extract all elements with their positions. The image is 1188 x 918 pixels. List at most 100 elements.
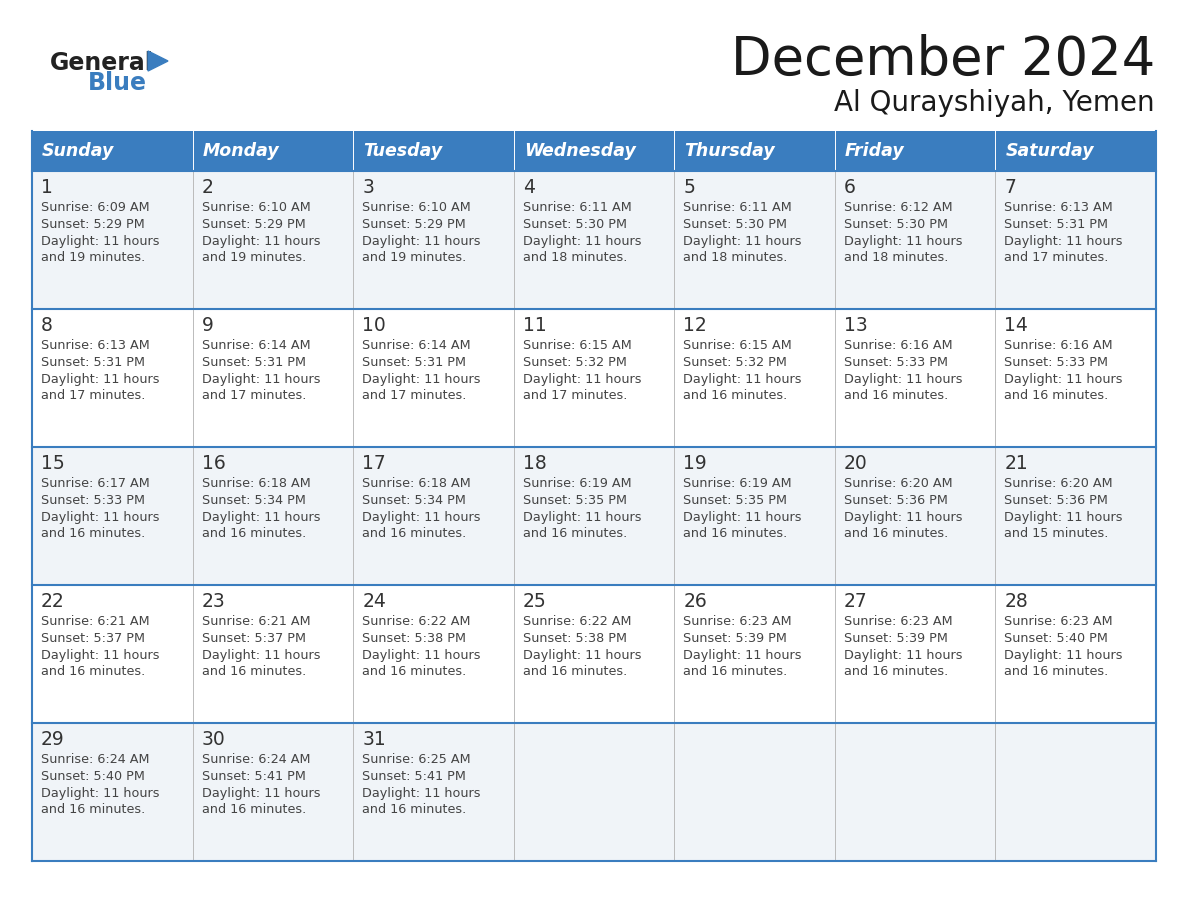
Text: Sunrise: 6:18 AM: Sunrise: 6:18 AM: [202, 477, 310, 490]
Text: Monday: Monday: [203, 142, 279, 160]
Text: Sunrise: 6:20 AM: Sunrise: 6:20 AM: [843, 477, 953, 490]
Text: Daylight: 11 hours: Daylight: 11 hours: [683, 235, 802, 248]
Text: Wednesday: Wednesday: [524, 142, 636, 160]
Text: Sunrise: 6:20 AM: Sunrise: 6:20 AM: [1004, 477, 1113, 490]
Text: Sunset: 5:39 PM: Sunset: 5:39 PM: [843, 632, 948, 645]
Text: 3: 3: [362, 178, 374, 197]
Text: Daylight: 11 hours: Daylight: 11 hours: [42, 373, 159, 386]
Text: Sunrise: 6:22 AM: Sunrise: 6:22 AM: [362, 615, 470, 628]
Text: Daylight: 11 hours: Daylight: 11 hours: [362, 373, 481, 386]
Text: and 16 minutes.: and 16 minutes.: [683, 389, 788, 402]
Text: Al Qurayshiyah, Yemen: Al Qurayshiyah, Yemen: [834, 89, 1155, 117]
Text: and 18 minutes.: and 18 minutes.: [523, 251, 627, 264]
Text: and 16 minutes.: and 16 minutes.: [202, 527, 305, 540]
Text: Daylight: 11 hours: Daylight: 11 hours: [843, 373, 962, 386]
Text: Sunrise: 6:21 AM: Sunrise: 6:21 AM: [42, 615, 150, 628]
Text: and 19 minutes.: and 19 minutes.: [202, 251, 305, 264]
Text: 4: 4: [523, 178, 535, 197]
Text: 7: 7: [1004, 178, 1016, 197]
Text: 2: 2: [202, 178, 214, 197]
Text: and 16 minutes.: and 16 minutes.: [362, 803, 467, 816]
Text: Sunrise: 6:23 AM: Sunrise: 6:23 AM: [843, 615, 953, 628]
Text: and 17 minutes.: and 17 minutes.: [1004, 251, 1108, 264]
Text: Daylight: 11 hours: Daylight: 11 hours: [523, 511, 642, 524]
Text: Sunset: 5:37 PM: Sunset: 5:37 PM: [202, 632, 305, 645]
Text: Sunrise: 6:18 AM: Sunrise: 6:18 AM: [362, 477, 470, 490]
Text: Sunset: 5:32 PM: Sunset: 5:32 PM: [683, 356, 788, 369]
Text: Daylight: 11 hours: Daylight: 11 hours: [843, 649, 962, 662]
Text: Sunset: 5:37 PM: Sunset: 5:37 PM: [42, 632, 145, 645]
Text: Sunrise: 6:11 AM: Sunrise: 6:11 AM: [683, 201, 792, 214]
Text: Sunset: 5:40 PM: Sunset: 5:40 PM: [1004, 632, 1108, 645]
Text: Sunrise: 6:15 AM: Sunrise: 6:15 AM: [683, 339, 792, 352]
Text: and 16 minutes.: and 16 minutes.: [362, 527, 467, 540]
Text: Sunset: 5:29 PM: Sunset: 5:29 PM: [202, 218, 305, 231]
Text: Daylight: 11 hours: Daylight: 11 hours: [362, 511, 481, 524]
Text: Sunrise: 6:23 AM: Sunrise: 6:23 AM: [683, 615, 792, 628]
Text: Daylight: 11 hours: Daylight: 11 hours: [523, 649, 642, 662]
Text: Sunset: 5:30 PM: Sunset: 5:30 PM: [683, 218, 788, 231]
Text: Sunset: 5:29 PM: Sunset: 5:29 PM: [42, 218, 145, 231]
Text: 13: 13: [843, 316, 867, 335]
Text: Sunset: 5:29 PM: Sunset: 5:29 PM: [362, 218, 466, 231]
Text: Daylight: 11 hours: Daylight: 11 hours: [523, 373, 642, 386]
Text: and 16 minutes.: and 16 minutes.: [1004, 389, 1108, 402]
Text: and 16 minutes.: and 16 minutes.: [362, 665, 467, 678]
Text: Daylight: 11 hours: Daylight: 11 hours: [843, 235, 962, 248]
Text: Daylight: 11 hours: Daylight: 11 hours: [683, 511, 802, 524]
Text: 1: 1: [42, 178, 53, 197]
Text: Sunset: 5:34 PM: Sunset: 5:34 PM: [202, 494, 305, 507]
Text: Sunset: 5:38 PM: Sunset: 5:38 PM: [523, 632, 627, 645]
Text: Sunrise: 6:16 AM: Sunrise: 6:16 AM: [843, 339, 953, 352]
Text: Sunset: 5:31 PM: Sunset: 5:31 PM: [42, 356, 145, 369]
Text: Daylight: 11 hours: Daylight: 11 hours: [1004, 373, 1123, 386]
Text: and 17 minutes.: and 17 minutes.: [202, 389, 307, 402]
Text: Sunset: 5:31 PM: Sunset: 5:31 PM: [1004, 218, 1108, 231]
Text: Sunrise: 6:14 AM: Sunrise: 6:14 AM: [362, 339, 470, 352]
Text: Daylight: 11 hours: Daylight: 11 hours: [362, 787, 481, 800]
Text: Sunrise: 6:10 AM: Sunrise: 6:10 AM: [202, 201, 310, 214]
Polygon shape: [148, 51, 168, 71]
Text: Sunrise: 6:16 AM: Sunrise: 6:16 AM: [1004, 339, 1113, 352]
Text: 23: 23: [202, 592, 226, 611]
Text: 18: 18: [523, 454, 546, 473]
Text: Sunrise: 6:09 AM: Sunrise: 6:09 AM: [42, 201, 150, 214]
Text: Sunset: 5:41 PM: Sunset: 5:41 PM: [362, 770, 466, 783]
Text: Daylight: 11 hours: Daylight: 11 hours: [1004, 235, 1123, 248]
Text: and 17 minutes.: and 17 minutes.: [42, 389, 145, 402]
Text: Thursday: Thursday: [684, 142, 775, 160]
Text: and 17 minutes.: and 17 minutes.: [523, 389, 627, 402]
Text: Daylight: 11 hours: Daylight: 11 hours: [42, 235, 159, 248]
Text: December 2024: December 2024: [731, 34, 1155, 86]
Text: and 15 minutes.: and 15 minutes.: [1004, 527, 1108, 540]
Bar: [32, 131, 1156, 171]
Text: 5: 5: [683, 178, 695, 197]
Text: Sunset: 5:32 PM: Sunset: 5:32 PM: [523, 356, 626, 369]
Text: Sunset: 5:40 PM: Sunset: 5:40 PM: [42, 770, 145, 783]
Text: and 17 minutes.: and 17 minutes.: [362, 389, 467, 402]
Text: Daylight: 11 hours: Daylight: 11 hours: [362, 235, 481, 248]
Text: Sunrise: 6:15 AM: Sunrise: 6:15 AM: [523, 339, 632, 352]
Text: 31: 31: [362, 730, 386, 749]
Text: Sunset: 5:41 PM: Sunset: 5:41 PM: [202, 770, 305, 783]
Text: Sunset: 5:30 PM: Sunset: 5:30 PM: [523, 218, 627, 231]
Text: Sunset: 5:33 PM: Sunset: 5:33 PM: [42, 494, 145, 507]
Text: Daylight: 11 hours: Daylight: 11 hours: [202, 235, 320, 248]
Text: Sunrise: 6:23 AM: Sunrise: 6:23 AM: [1004, 615, 1113, 628]
Text: Daylight: 11 hours: Daylight: 11 hours: [523, 235, 642, 248]
Text: Saturday: Saturday: [1005, 142, 1094, 160]
Text: and 19 minutes.: and 19 minutes.: [362, 251, 467, 264]
Text: 21: 21: [1004, 454, 1028, 473]
Text: 28: 28: [1004, 592, 1028, 611]
Text: 6: 6: [843, 178, 855, 197]
Text: and 19 minutes.: and 19 minutes.: [42, 251, 145, 264]
Text: and 16 minutes.: and 16 minutes.: [523, 665, 627, 678]
Text: and 16 minutes.: and 16 minutes.: [683, 527, 788, 540]
Text: and 16 minutes.: and 16 minutes.: [843, 665, 948, 678]
Text: Sunrise: 6:19 AM: Sunrise: 6:19 AM: [683, 477, 792, 490]
Text: Sunset: 5:36 PM: Sunset: 5:36 PM: [1004, 494, 1108, 507]
Text: Sunset: 5:31 PM: Sunset: 5:31 PM: [202, 356, 305, 369]
Text: Sunset: 5:31 PM: Sunset: 5:31 PM: [362, 356, 466, 369]
Bar: [32, 447, 1156, 585]
Text: and 16 minutes.: and 16 minutes.: [42, 665, 145, 678]
